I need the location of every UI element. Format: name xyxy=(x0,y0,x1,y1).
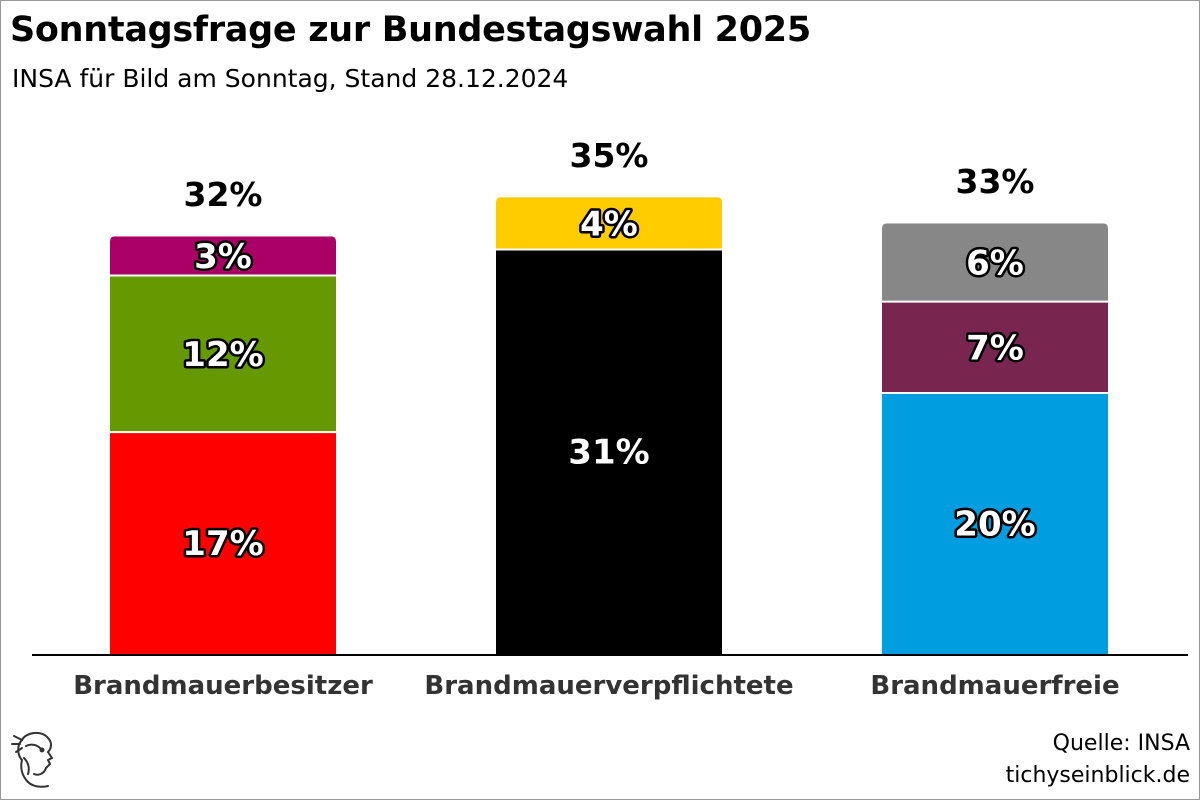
chart-title: Sonntagsfrage zur Bundestagswahl 2025 xyxy=(10,10,811,50)
bar-segment xyxy=(882,301,1108,393)
category-label: Brandmauerfreie xyxy=(870,671,1119,701)
category-label: Brandmauerbesitzer xyxy=(73,671,373,701)
bar-segment xyxy=(882,393,1108,654)
bar-segment xyxy=(496,249,722,654)
chart-subtitle: INSA für Bild am Sonntag, Stand 28.12.20… xyxy=(12,64,569,93)
segment-label: 6% xyxy=(966,244,1024,284)
bar-segment xyxy=(110,236,336,276)
segment-label: 17% xyxy=(182,524,263,564)
segment-label: 7% xyxy=(966,328,1024,368)
bar-segment xyxy=(110,432,336,654)
bar-stack xyxy=(882,223,1108,654)
total-label: 33% xyxy=(956,162,1035,201)
bar-segment xyxy=(496,197,722,250)
segment-label: 4% xyxy=(580,204,638,244)
total-label: 32% xyxy=(184,175,263,214)
source-label: Quelle: INSA xyxy=(1052,731,1190,756)
publisher-logo-icon xyxy=(11,732,53,788)
bar-stack xyxy=(110,236,336,654)
segment-label: 20% xyxy=(954,505,1035,545)
bar-segment xyxy=(110,275,336,433)
bar-segment xyxy=(882,223,1108,302)
segment-label: 31% xyxy=(568,433,649,473)
site-label: tichyseinblick.de xyxy=(1005,763,1190,788)
bar-stack xyxy=(496,197,722,654)
category-label: Brandmauerverpflichtete xyxy=(424,671,793,701)
source-note: Quelle: INSA tichyseinblick.de xyxy=(1006,728,1190,792)
segment-label: 12% xyxy=(182,335,263,375)
total-label: 35% xyxy=(570,136,649,175)
segment-label: 3% xyxy=(194,237,252,277)
